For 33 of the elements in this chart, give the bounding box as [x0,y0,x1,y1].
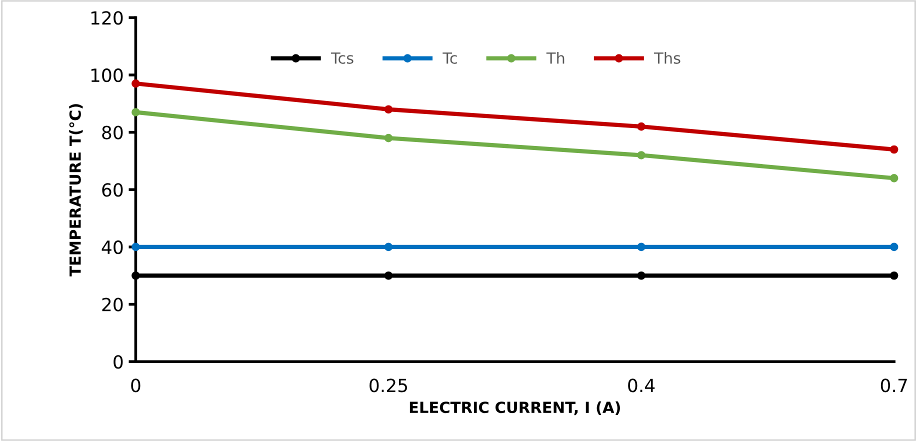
y-axis-title: TEMPERATURE T(°C) [69,104,83,276]
point [384,242,393,252]
y-tick-label: 120 [91,11,123,25]
x-tick-label: 0.4 [628,378,655,392]
x-tick-label: 0.7 [880,378,907,392]
point [890,242,898,252]
point [384,134,393,142]
legend-label: Th [546,52,564,64]
y-tick-label: 100 [91,68,123,82]
point [637,151,646,160]
point [132,79,140,88]
point [890,174,898,182]
point [890,271,898,280]
x-tick-label: 0 [131,378,140,392]
point [637,242,646,252]
y-tick-label: 20 [102,298,123,312]
point [384,105,393,114]
y-tick-label: 60 [102,183,123,197]
legend-label: Tcs [330,52,354,64]
y-tick-label: 0 [114,355,123,369]
y-tick-label: 80 [102,126,123,140]
point [637,122,646,131]
legend-label: Tc [442,52,457,64]
point [384,271,393,280]
x-tick-label: 0.25 [370,378,408,392]
point [132,108,140,116]
x-axis-title: ELECTRIC CURRENT, I (A) [410,401,620,416]
point [890,145,898,154]
point [637,271,646,280]
point [132,271,140,280]
legend-label: Ths [654,52,680,64]
point [132,242,140,252]
y-tick-label: 40 [102,240,123,254]
